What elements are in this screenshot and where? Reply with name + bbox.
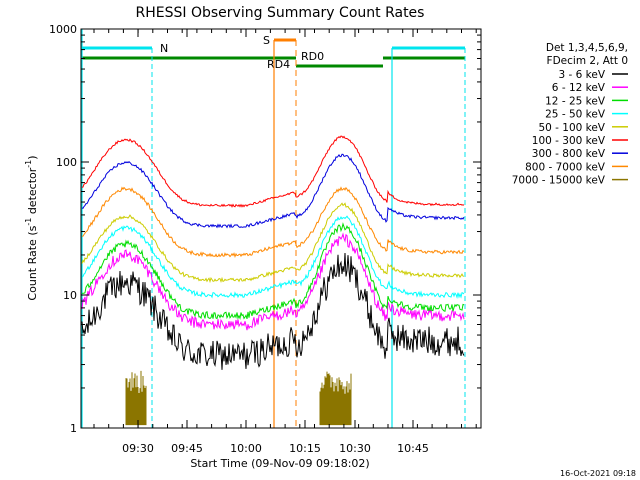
flag-label-rd0: RD0 [301,50,324,63]
series-300-800kev [81,153,465,229]
y-tick-label: 100 [56,156,77,169]
legend-label: 6 - 12 keV [552,82,606,94]
timestamp: 16-Oct-2021 09:18 [560,469,636,478]
y-axis-label: Count Rate (s-1 detector-1) [24,155,39,300]
x-tick-label: 10:45 [397,442,429,455]
chart-title: RHESSI Observing Summary Count Rates [136,5,425,21]
x-axis-label: Start Time (09-Nov-09 09:18:02) [190,457,369,470]
legend-label: 300 - 800 keV [532,148,606,160]
legend-label: 25 - 50 keV [545,109,606,121]
legend-label: 100 - 300 keV [532,135,606,147]
axes: 1 10 100 1000 09:30 09:45 10:00 10:15 10:30 10:45 [49,23,481,455]
plot-frame [80,28,482,429]
flag-label-s: S [263,34,270,47]
y-tick-label: 1000 [49,23,77,36]
legend: Det 1,3,4,5,6,9, FDecim 2, Att 0 3 - 6 k… [512,42,628,187]
flag-label-rd4: RD4 [267,58,290,71]
series-50-100kev [81,202,465,284]
series-6-12kev [81,232,465,331]
x-tick-label: 10:15 [289,442,321,455]
legend-header-line-2: FDecim 2, Att 0 [547,55,628,67]
legend-label: 3 - 6 keV [558,69,605,81]
legend-header-line-1: Det 1,3,4,5,6,9, [546,42,628,54]
series-25-50kev [81,215,465,299]
plot-area: N S RD0 RD4 [81,29,466,428]
legend-label: 800 - 7000 keV [525,161,606,173]
legend-label: 7000 - 15000 keV [512,175,606,187]
legend-label: 50 - 100 keV [538,122,605,134]
legend-label: 12 - 25 keV [545,95,606,107]
x-tick-label: 10:00 [230,442,262,455]
series-7000-15000kev [125,370,352,426]
y-tick-label: 10 [63,289,77,302]
y-tick-label: 1 [70,422,77,435]
series-3-6kev [81,252,465,370]
x-tick-label: 09:30 [122,442,154,455]
series-100-300kev [81,135,465,208]
x-tick-label: 09:45 [171,442,203,455]
series-12-25kev [81,222,465,320]
x-tick-label: 10:30 [339,442,371,455]
flag-label-n: N [160,42,168,55]
series-800-7000kev [81,186,465,258]
